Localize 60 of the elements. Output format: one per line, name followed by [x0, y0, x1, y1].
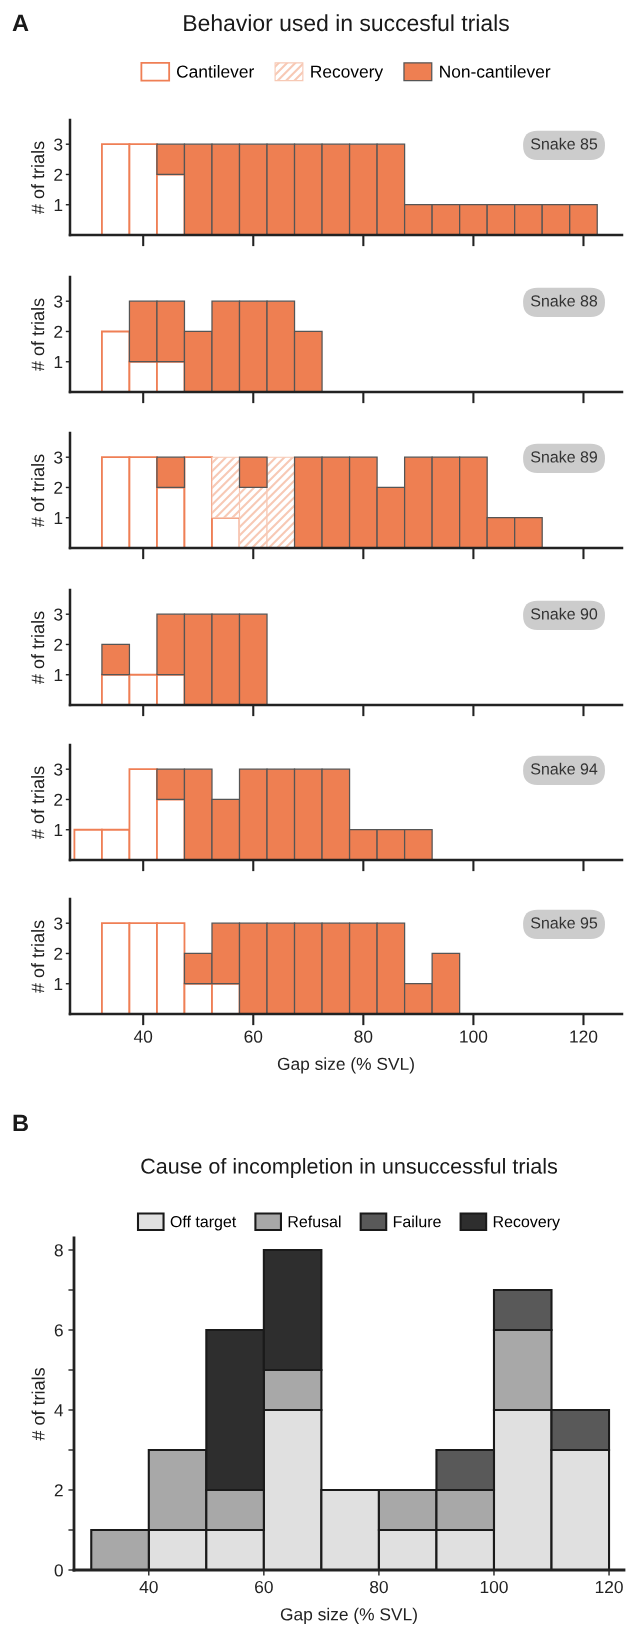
x-tick-label: 120: [570, 1030, 598, 1043]
y-tick-label: 3: [54, 451, 63, 464]
y-tick-label: 8: [54, 1244, 63, 1257]
legend-label: Recovery: [493, 1216, 560, 1231]
x-tick-label: 120: [595, 1580, 623, 1594]
y-tick-label: 2: [54, 947, 63, 960]
x-tick-label: 60: [244, 1030, 263, 1043]
x-tick-label: 100: [480, 1580, 508, 1594]
text: Snake 88: [531, 294, 598, 307]
y-axis-title: # of trials: [31, 1368, 45, 1441]
legend-label: Non-cantilever: [440, 65, 551, 78]
y-tick-label: 3: [54, 138, 63, 151]
y-axis-title: # of trials: [31, 766, 45, 840]
y-tick-label: 1: [54, 824, 63, 837]
y-tick-label: 6: [54, 1324, 63, 1337]
y-tick-label: 3: [54, 763, 63, 776]
y-tick-label: 3: [54, 295, 63, 308]
y-axis-title: # of trials: [31, 920, 45, 994]
legend-label: Off target: [170, 1215, 237, 1231]
legend-label: Recovery: [311, 65, 384, 82]
text: Snake 85: [531, 137, 598, 150]
y-tick-label: 2: [54, 638, 63, 651]
text: A: [12, 14, 29, 32]
y-tick-label: 4: [54, 1404, 64, 1417]
y-tick-label: 3: [54, 608, 63, 621]
text: Snake 90: [531, 607, 598, 620]
y-tick-label: 2: [54, 168, 63, 181]
chart-title: Behavior used in succesful trials: [184, 14, 509, 32]
x-tick-label: 40: [133, 1030, 153, 1043]
y-tick-label: 2: [54, 793, 63, 806]
text: Snake 89: [531, 450, 598, 463]
y-axis-title: # of trials: [31, 141, 45, 215]
text: B: [13, 1114, 28, 1132]
y-tick-label: 2: [54, 481, 63, 494]
legend-label: Failure: [393, 1215, 441, 1228]
y-tick-label: 1: [54, 356, 63, 369]
legend-label: Cantilever: [176, 65, 254, 78]
y-tick-label: 1: [54, 199, 63, 212]
y-tick-label: 1: [54, 978, 63, 991]
y-tick-label: 2: [54, 325, 63, 338]
y-tick-label: 1: [54, 669, 63, 682]
chart-title: Cause of incompletion in unsuccessful trials: [141, 1157, 558, 1179]
y-axis-title: # of trials: [31, 611, 45, 685]
bar: [238, 456, 268, 489]
y-tick-label: 1: [54, 512, 63, 525]
y-axis-title: # of trials: [31, 454, 45, 528]
legend-label: Refusal: [288, 1215, 341, 1228]
y-axis-title: # of trials: [31, 298, 45, 372]
y-tick-label: 0: [54, 1564, 63, 1577]
text: Snake 94: [531, 762, 598, 775]
y-tick-label: 3: [54, 917, 63, 930]
text: Snake 95: [531, 916, 598, 929]
x-tick-label: 80: [370, 1580, 388, 1594]
x-tick-label: 100: [460, 1030, 488, 1043]
x-tick-label: 40: [139, 1580, 158, 1594]
x-axis-title: Gap size (% SVL): [277, 1057, 414, 1074]
x-axis-title: Gap size (% SVL): [280, 1607, 417, 1624]
y-tick-label: 2: [54, 1484, 63, 1497]
x-tick-label: 80: [354, 1030, 373, 1043]
x-tick-label: 60: [255, 1580, 273, 1594]
